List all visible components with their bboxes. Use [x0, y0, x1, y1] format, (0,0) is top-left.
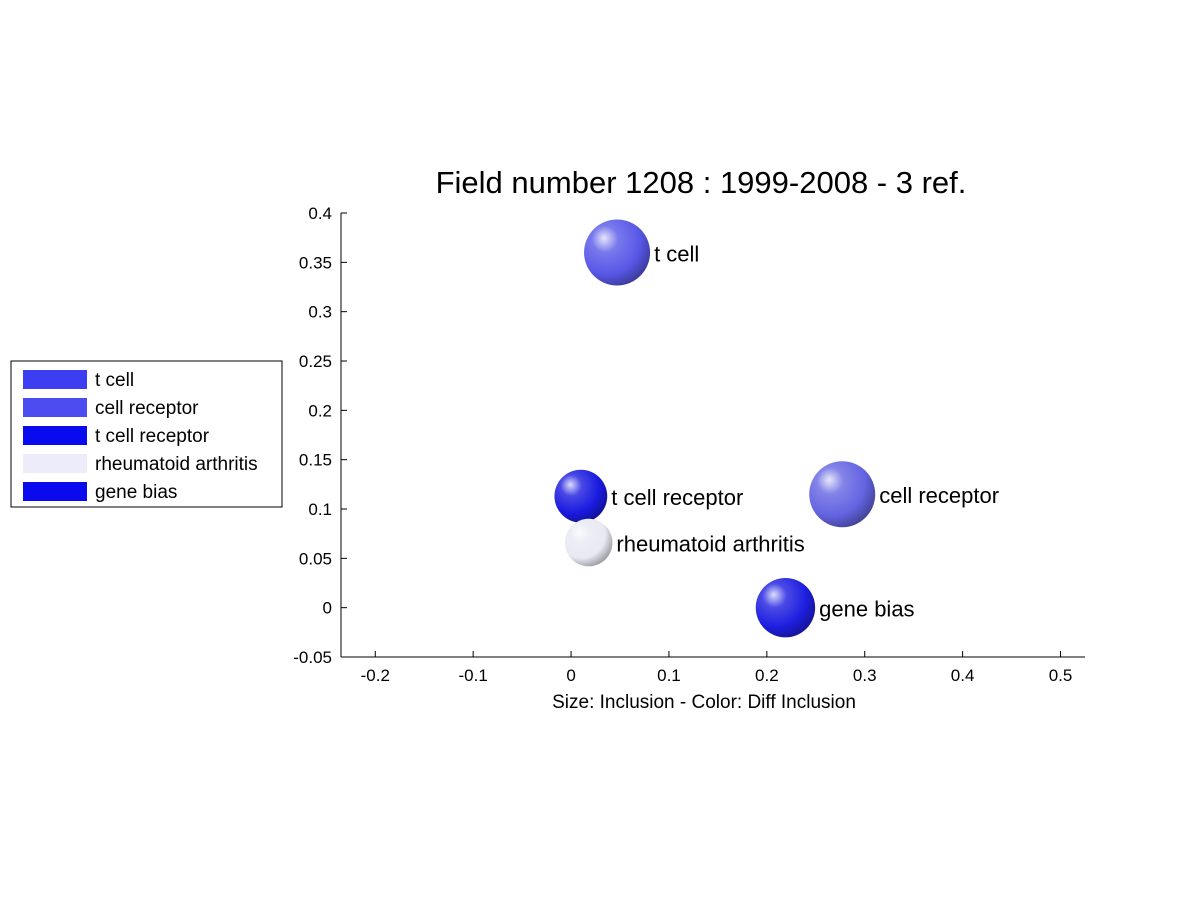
legend-swatch — [23, 482, 87, 501]
data-point-label: gene bias — [819, 597, 914, 622]
x-tick-label: 0.4 — [951, 666, 975, 685]
y-tick-label: 0 — [323, 599, 332, 618]
legend-entry-label: gene bias — [95, 482, 177, 503]
x-tick-label: 0.3 — [853, 666, 877, 685]
data-point-sphere — [809, 461, 876, 528]
y-tick-label: 0.4 — [308, 204, 332, 223]
y-tick-label: 0.05 — [299, 549, 332, 568]
x-axis-label: Size: Inclusion - Color: Diff Inclusion — [552, 692, 856, 713]
x-tick-label: 0.1 — [657, 666, 681, 685]
axes: -0.05 0 0.05 0.1 0.15 0.2 0.25 0.3 0.35 0.4 -0.2 -0… — [293, 204, 1085, 685]
x-tick-label: 0 — [566, 666, 575, 685]
y-tick-label: 0.3 — [308, 303, 332, 322]
legend-swatch — [23, 398, 87, 417]
x-tick-label: 0.5 — [1049, 666, 1073, 685]
data-point-sphere — [755, 577, 816, 638]
data-point-label: rheumatoid arthritis — [616, 532, 804, 557]
y-tick-label: 0.35 — [299, 253, 332, 272]
data-point-sphere — [564, 518, 613, 567]
chart-title: Field number 1208 : 1999-2008 - 3 ref. — [436, 165, 967, 200]
legend-swatch — [23, 370, 87, 389]
legend: t cell cell receptor t cell receptor rheuma… — [10, 360, 283, 508]
legend-entry-label: t cell receptor — [95, 426, 210, 447]
x-tick-label: 0.2 — [755, 666, 779, 685]
x-tick-label: -0.1 — [459, 666, 488, 685]
y-tick-label: 0.15 — [299, 451, 332, 470]
legend-swatch — [23, 426, 87, 445]
y-tick-label: 0.25 — [299, 352, 332, 371]
data-point-label: cell receptor — [879, 483, 999, 508]
y-tick-label: 0.1 — [308, 500, 332, 519]
data-points: t cell cell receptor t cell receptor rheuma… — [554, 219, 999, 638]
y-tick-label: 0.2 — [308, 401, 332, 420]
legend-entry-label: rheumatoid arthritis — [95, 454, 258, 475]
legend-entry-label: cell receptor — [95, 398, 199, 419]
legend-swatch — [23, 454, 87, 473]
data-point-label: t cell — [654, 241, 699, 266]
data-point-sphere — [584, 219, 651, 286]
data-point-label: t cell receptor — [611, 485, 743, 510]
y-tick-label: -0.05 — [293, 648, 332, 667]
legend-entry-label: t cell — [95, 370, 134, 391]
data-point-sphere — [554, 469, 608, 523]
x-tick-label: -0.2 — [361, 666, 390, 685]
